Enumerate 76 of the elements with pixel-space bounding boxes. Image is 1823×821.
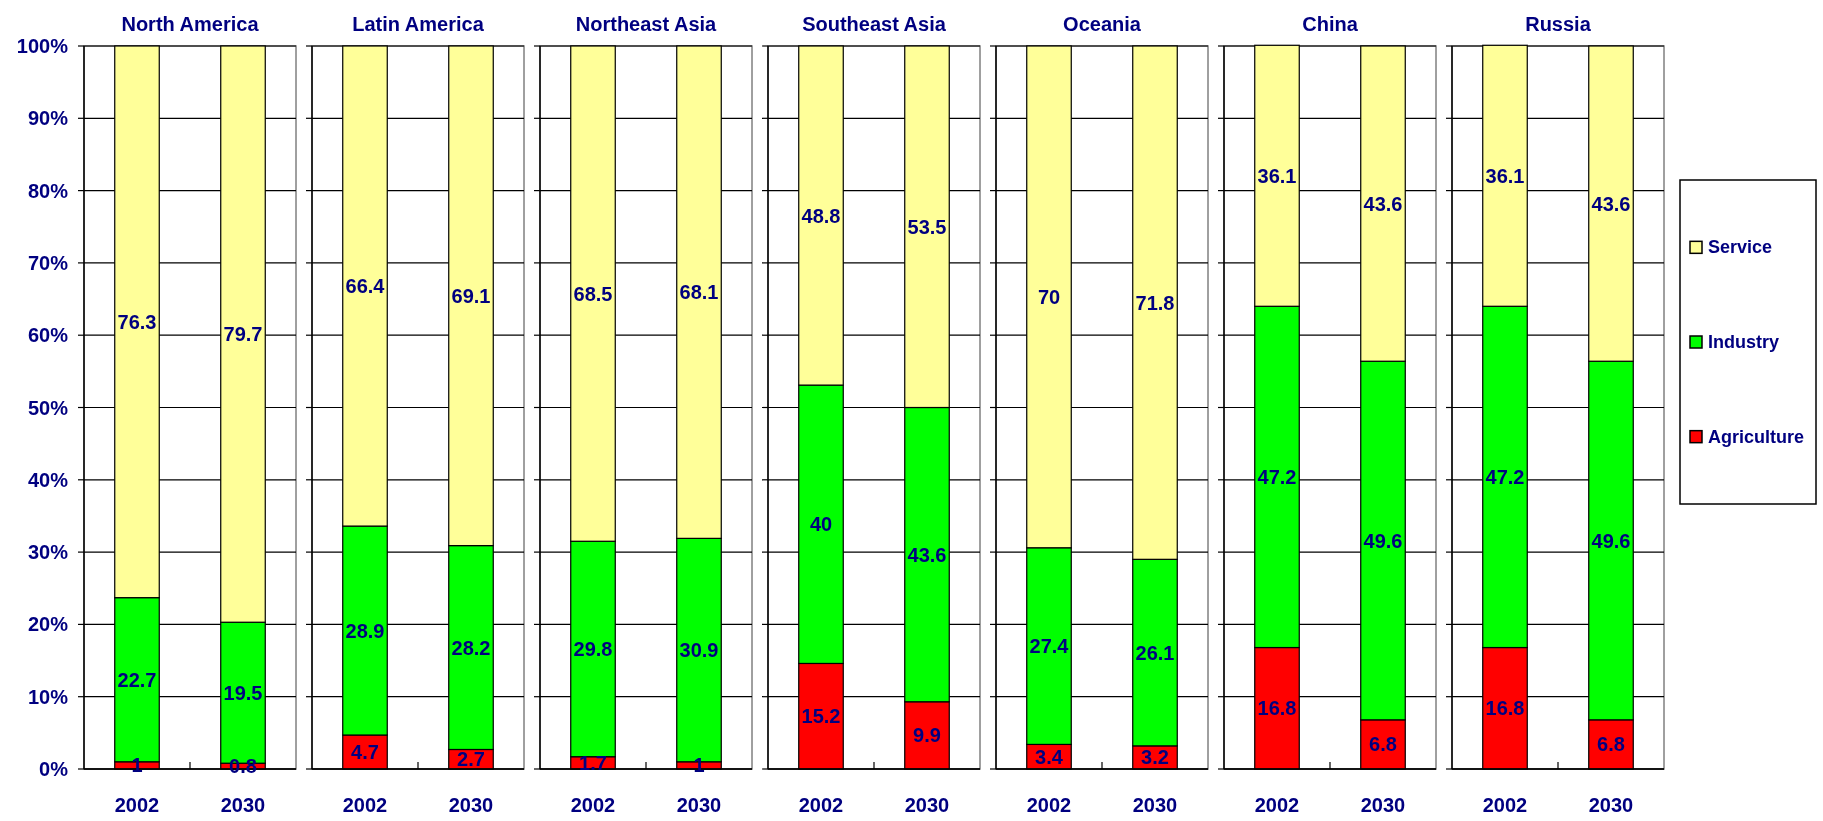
annotation: 9.9 xyxy=(913,724,941,747)
x-tick-label: 2002 xyxy=(1482,794,1528,816)
x-tick-label: 2002 xyxy=(570,794,616,816)
annotation: 26.1 xyxy=(1135,641,1175,664)
data-label: 4.7 xyxy=(351,741,379,764)
y-tick-label: 30% xyxy=(27,541,69,564)
x-tick-label: 2030 xyxy=(1132,794,1178,816)
data-label: 43.6 xyxy=(1363,192,1403,215)
data-label: 49.6 xyxy=(1591,529,1631,552)
y-tick-label: 50% xyxy=(27,396,69,419)
data-label: 29.8 xyxy=(573,637,613,660)
data-label: 28.2 xyxy=(451,636,491,659)
chart-title: China xyxy=(1302,13,1359,35)
data-label: 66.4 xyxy=(345,275,386,298)
data-label: 1 xyxy=(131,754,143,777)
data-label: 79.7 xyxy=(223,323,263,346)
y-tick-label: 100% xyxy=(16,35,69,57)
annotation: 53.5 xyxy=(907,215,947,238)
y-tick-label: 70% xyxy=(27,251,69,274)
chart-title: Latin America xyxy=(352,13,485,35)
data-label: 19.5 xyxy=(223,681,263,704)
data-label: 69.1 xyxy=(451,284,491,307)
chart-title: North America xyxy=(121,13,260,35)
x-tick-label: 2030 xyxy=(904,794,950,816)
data-label: 68.1 xyxy=(679,281,719,304)
data-label: 49.6 xyxy=(1363,529,1403,552)
data-label: 76.3 xyxy=(117,310,157,333)
data-label: 47.2 xyxy=(1257,465,1297,488)
x-tick-label: 2002 xyxy=(1026,794,1072,816)
x-tick-label: 2002 xyxy=(798,794,844,816)
x-tick-label: 2030 xyxy=(1588,794,1634,816)
x-tick-label: 2002 xyxy=(114,794,160,816)
data-label: 6.8 xyxy=(1597,733,1625,756)
x-tick-label: 2002 xyxy=(1254,794,1300,816)
x-tick-label: 2030 xyxy=(676,794,722,816)
annotation: 27.4 xyxy=(1029,635,1070,658)
data-label: 36.1 xyxy=(1257,164,1297,187)
y-tick-label: 90% xyxy=(27,107,69,130)
data-label: 16.8 xyxy=(1485,697,1525,720)
y-tick-label: 80% xyxy=(27,179,69,202)
data-label: 22.7 xyxy=(117,668,157,691)
data-label: 43.6 xyxy=(1591,192,1631,215)
data-label: 2.7 xyxy=(457,748,485,771)
annotation: 70 xyxy=(1037,285,1061,308)
data-label: 6.8 xyxy=(1369,733,1397,756)
chart-title: Russia xyxy=(1525,13,1592,35)
y-tick-label: 20% xyxy=(27,613,69,636)
legend-label: Agriculture xyxy=(1708,426,1805,447)
legend-label: Industry xyxy=(1708,332,1780,352)
data-label: 0.8 xyxy=(229,755,257,778)
x-tick-label: 2030 xyxy=(220,794,266,816)
data-label: 68.5 xyxy=(573,282,613,305)
data-label: 30.9 xyxy=(679,639,719,662)
data-label: 47.2 xyxy=(1485,465,1525,488)
y-tick-label: 10% xyxy=(27,685,69,708)
y-tick-label: 60% xyxy=(27,324,69,347)
data-label: 3.2 xyxy=(1141,746,1169,769)
annotation: 71.8 xyxy=(1135,291,1175,314)
data-label: 28.9 xyxy=(345,619,385,642)
legend-label: Service xyxy=(1708,237,1773,258)
annotation: 43.6 xyxy=(907,543,947,566)
data-label: 36.1 xyxy=(1485,164,1525,187)
annotation: 15.2 xyxy=(801,705,841,728)
chart-title: Southeast Asia xyxy=(802,13,947,35)
annotation: 48.8 xyxy=(801,204,841,227)
data-label: 16.8 xyxy=(1257,697,1297,720)
data-label: 1 xyxy=(693,754,705,777)
y-tick-label: 0% xyxy=(39,758,69,780)
y-tick-label: 40% xyxy=(27,468,69,491)
x-tick-label: 2030 xyxy=(448,794,494,816)
data-label: 3.4 xyxy=(1035,745,1064,768)
x-tick-label: 2030 xyxy=(1360,794,1406,816)
chart-title: Oceania xyxy=(1063,13,1142,35)
annotation: 40 xyxy=(809,513,833,536)
x-tick-label: 2002 xyxy=(342,794,388,816)
chart-title: Northeast Asia xyxy=(575,13,718,35)
